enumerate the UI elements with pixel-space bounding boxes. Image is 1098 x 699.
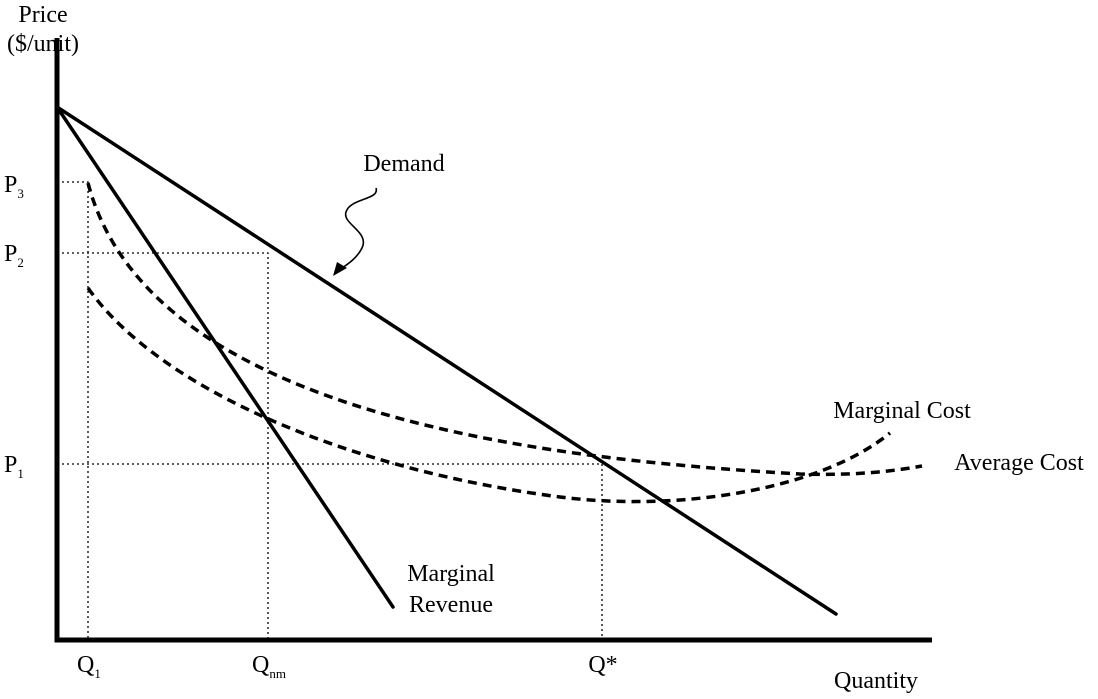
demand-label: Demand (363, 151, 444, 177)
average-cost-curve (86, 182, 923, 477)
quantity-tick-qnm: Qnm (252, 652, 286, 681)
y-axis-label-line2: ($/unit) (7, 31, 79, 57)
marginal-cost-label: Marginal Cost (833, 398, 971, 424)
price-tick-p2: P2 (4, 241, 24, 270)
price-tick-p3: P3 (4, 172, 24, 201)
p2-guide (62, 252, 269, 640)
x-axis-label: Quantity (834, 668, 918, 694)
marginal-cost-curve (86, 286, 892, 504)
demand-arrowhead (333, 262, 347, 276)
marginal-revenue-curve (55, 105, 395, 609)
marginal-revenue-label-line2: Revenue (409, 592, 493, 618)
curves (55, 105, 923, 616)
quantity-tick-q1: Q1 (77, 652, 101, 681)
price-tick-p1: P1 (4, 452, 24, 481)
p3-guide (62, 181, 89, 640)
p1-guide (62, 463, 603, 640)
guide-lines (62, 181, 603, 640)
quantity-tick-qstar: Q* (588, 652, 617, 678)
demand-pointer (333, 187, 377, 276)
marginal-revenue-label-line1: Marginal (407, 561, 495, 587)
axes-lines (54, 38, 932, 643)
demand-curve (55, 105, 838, 616)
average-cost-label: Average Cost (954, 450, 1084, 476)
y-axis-label-line1: Price (18, 2, 67, 28)
demand-squiggle (341, 187, 377, 269)
